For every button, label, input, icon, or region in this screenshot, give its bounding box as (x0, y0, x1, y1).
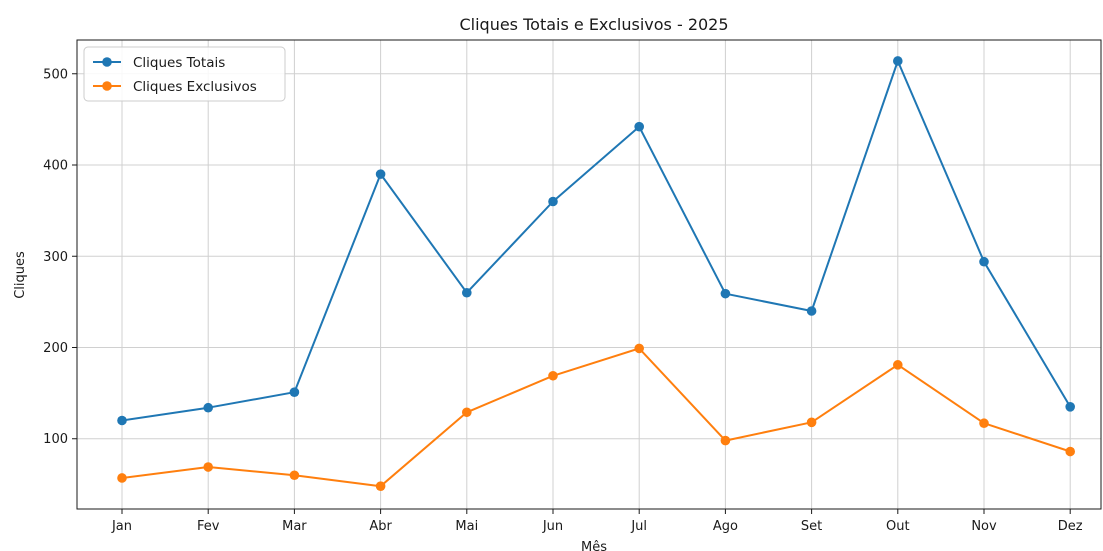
y-tick-label: 500 (43, 67, 68, 82)
x-tick-label: Dez (1058, 519, 1083, 534)
series-cliques-totais (117, 56, 1075, 426)
x-tick-label: Set (801, 519, 822, 534)
data-point (375, 481, 386, 491)
x-tick-label: Jun (542, 519, 563, 534)
data-point (117, 473, 127, 483)
plot-frame (76, 39, 1102, 510)
y-tick-label: 400 (43, 159, 68, 174)
data-point (462, 287, 472, 298)
data-point (979, 418, 989, 429)
data-point (979, 256, 989, 267)
y-axis-title: Cliques (13, 251, 28, 299)
data-point (720, 288, 731, 299)
y-tick-label: 300 (43, 250, 68, 265)
grid (77, 40, 1101, 509)
chart-title: Cliques Totais e Exclusivos - 2025 (459, 15, 728, 34)
data-point (462, 407, 472, 418)
data-point (1065, 402, 1075, 412)
data-point (806, 417, 817, 428)
series-cliques-exclusivos (117, 343, 1075, 491)
legend: Cliques Totais Cliques Exclusivos (83, 46, 286, 102)
legend-item: Cliques Exclusivos (93, 79, 257, 95)
data-point (289, 470, 300, 481)
data-point (548, 196, 558, 207)
legend-item: Cliques Totais (93, 55, 225, 71)
data-point (634, 121, 644, 132)
legend-box (83, 46, 286, 102)
y-axis: 100 200 300 400 500 (43, 67, 77, 447)
x-axis-title: Mês (581, 540, 607, 551)
y-tick-label: 100 (43, 432, 68, 447)
y-tick-label: 200 (43, 341, 68, 356)
data-point (1065, 446, 1075, 457)
data-point (203, 462, 213, 472)
data-point (203, 402, 213, 413)
legend-marker (102, 57, 112, 67)
x-axis: Jan Fev Mar Abr Mai Jun Jul Ago Set Out Nov Dez (111, 509, 1083, 534)
x-tick-label: Abr (369, 519, 392, 534)
x-tick-label: Fev (197, 519, 220, 534)
legend-label: Cliques Totais (133, 55, 225, 71)
data-point (720, 435, 731, 446)
data-point (117, 415, 127, 426)
legend-marker (102, 81, 112, 91)
x-tick-label: Out (886, 519, 910, 534)
x-tick-label: Jul (630, 519, 647, 534)
data-point (806, 306, 817, 316)
x-tick-label: Mar (282, 519, 307, 534)
series-layer (117, 56, 1075, 491)
x-tick-label: Jan (111, 519, 132, 534)
series-line (121, 347, 1071, 488)
data-point (893, 56, 903, 66)
x-tick-label: Ago (713, 519, 738, 534)
series-line (121, 60, 1072, 422)
data-point (634, 343, 644, 354)
data-point (289, 387, 300, 398)
x-tick-label: Mai (455, 519, 478, 534)
legend-label: Cliques Exclusivos (133, 79, 257, 95)
data-point (375, 169, 386, 179)
data-point (893, 360, 903, 370)
x-tick-label: Nov (971, 519, 997, 534)
data-point (548, 370, 558, 381)
